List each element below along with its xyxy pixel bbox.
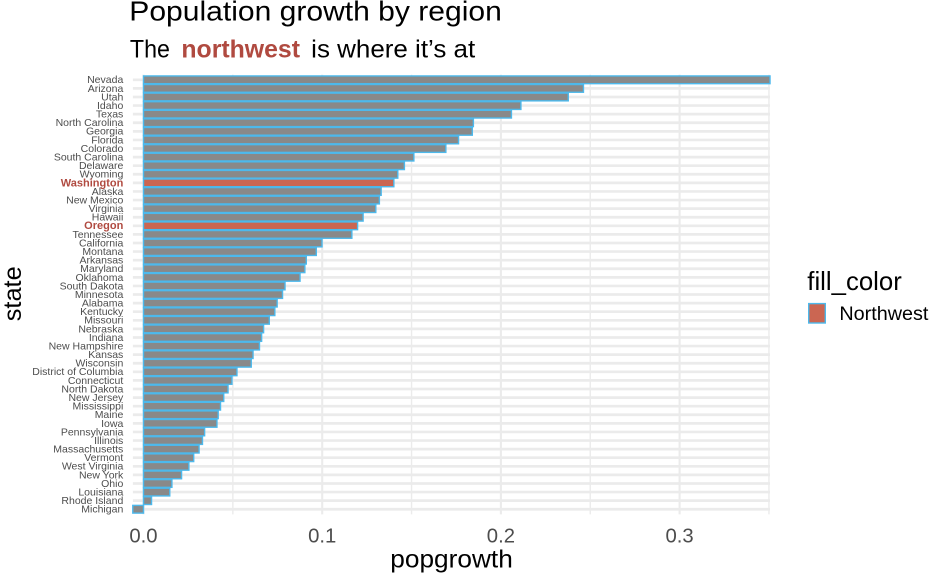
svg-text:Utah: Utah <box>101 91 123 103</box>
svg-text:New Mexico: New Mexico <box>66 194 123 206</box>
svg-text:Northwest: Northwest <box>839 303 929 325</box>
svg-text:Kentucky: Kentucky <box>80 306 124 318</box>
svg-text:Indiana: Indiana <box>89 332 124 344</box>
svg-text:Washington: Washington <box>61 177 124 189</box>
svg-text:West Virginia: West Virginia <box>62 461 124 473</box>
svg-text:is where it’s at: is where it’s at <box>311 37 475 64</box>
svg-text:Louisiana: Louisiana <box>78 486 123 498</box>
svg-text:0.2: 0.2 <box>487 525 515 547</box>
svg-text:Kansas: Kansas <box>88 349 123 361</box>
svg-text:Colorado: Colorado <box>81 143 124 155</box>
svg-text:Alaska: Alaska <box>92 186 124 198</box>
svg-text:Michigan: Michigan <box>81 504 123 516</box>
svg-text:northwest: northwest <box>181 37 300 64</box>
svg-text:South Dakota: South Dakota <box>60 280 124 292</box>
svg-text:North Dakota: North Dakota <box>61 383 123 395</box>
svg-text:0.0: 0.0 <box>129 525 157 547</box>
svg-text:Nevada: Nevada <box>87 74 123 86</box>
svg-text:Maine: Maine <box>95 409 124 421</box>
svg-text:Wisconsin: Wisconsin <box>75 358 123 370</box>
svg-text:Vermont: Vermont <box>84 452 123 464</box>
svg-text:Iowa: Iowa <box>101 418 123 430</box>
svg-text:Illinois: Illinois <box>94 435 123 447</box>
svg-text:New York: New York <box>79 469 124 481</box>
svg-text:Oregon: Oregon <box>84 220 123 232</box>
svg-text:Tennessee: Tennessee <box>73 229 124 241</box>
svg-text:Oklahoma: Oklahoma <box>75 272 123 284</box>
svg-text:Arkansas: Arkansas <box>80 255 124 267</box>
svg-text:The: The <box>130 37 170 64</box>
svg-text:Ohio: Ohio <box>101 478 123 490</box>
svg-text:fill_color: fill_color <box>807 266 902 296</box>
svg-text:Minnesota: Minnesota <box>75 289 124 301</box>
svg-text:Idaho: Idaho <box>97 100 123 112</box>
svg-text:Massachusetts: Massachusetts <box>53 444 123 456</box>
svg-text:Mississippi: Mississippi <box>73 401 124 413</box>
svg-text:Nebraska: Nebraska <box>78 323 123 335</box>
svg-text:Florida: Florida <box>91 134 123 146</box>
svg-text:District of Columbia: District of Columbia <box>32 366 123 378</box>
svg-text:Alabama: Alabama <box>82 298 124 310</box>
svg-text:South Carolina: South Carolina <box>54 152 124 164</box>
svg-text:Population growth by region: Population growth by region <box>129 0 502 26</box>
svg-text:Pennsylvania: Pennsylvania <box>61 426 124 438</box>
svg-text:Maryland: Maryland <box>80 263 123 275</box>
svg-text:Hawaii: Hawaii <box>92 212 124 224</box>
svg-text:Connecticut: Connecticut <box>68 375 124 387</box>
svg-text:0.1: 0.1 <box>308 525 336 547</box>
svg-text:Wyoming: Wyoming <box>80 169 124 181</box>
svg-text:Georgia: Georgia <box>86 126 124 138</box>
svg-text:New Jersey: New Jersey <box>68 392 124 404</box>
svg-text:New Hampshire: New Hampshire <box>49 340 124 352</box>
svg-text:North Carolina: North Carolina <box>56 117 124 129</box>
svg-text:California: California <box>79 237 124 249</box>
svg-text:Montana: Montana <box>82 246 123 258</box>
svg-text:Rhode Island: Rhode Island <box>61 495 123 507</box>
svg-text:0.3: 0.3 <box>665 525 693 547</box>
svg-text:Virginia: Virginia <box>88 203 123 215</box>
svg-text:Arizona: Arizona <box>88 83 124 95</box>
svg-text:popgrowth: popgrowth <box>390 546 513 574</box>
svg-text:state: state <box>0 266 27 321</box>
svg-text:Texas: Texas <box>96 109 123 121</box>
svg-text:Delaware: Delaware <box>79 160 124 172</box>
svg-text:Missouri: Missouri <box>84 315 123 327</box>
